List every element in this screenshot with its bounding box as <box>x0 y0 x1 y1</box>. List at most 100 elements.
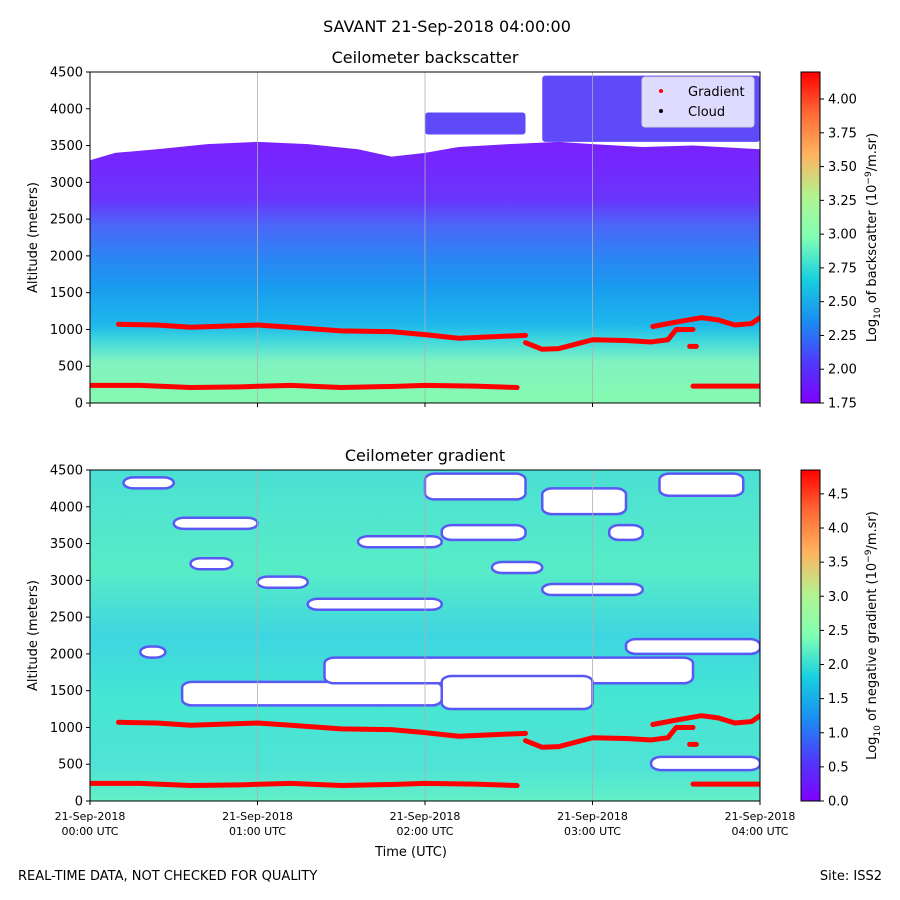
no-data-region <box>172 516 259 531</box>
y-tick-label: 2000 <box>50 249 83 264</box>
colorbar-label-part: −9 <box>864 171 874 185</box>
colorbar-tick-label: 2.5 <box>828 624 849 639</box>
colorbar-label: Log10 of backscatter (10−9/m.sr) <box>864 133 883 342</box>
y-tick-label: 500 <box>58 758 83 773</box>
figure-title: SAVANT 21-Sep-2018 04:00:00 <box>323 17 571 36</box>
colorbar-tick-label: 2.0 <box>828 658 849 673</box>
no-data-region <box>356 534 443 549</box>
legend-marker <box>659 89 663 93</box>
y-tick-label: 1000 <box>50 721 83 736</box>
backscatter-panel: Ceilometer backscatter 0 500 1000 1500 2000 25… <box>26 48 883 412</box>
y-tick-label: 4000 <box>50 500 83 515</box>
colorbar-tick-label: 2.50 <box>828 295 857 310</box>
no-data-region <box>490 560 544 575</box>
colorbar-tick-label: 4.00 <box>828 93 857 108</box>
y-tick-label: 4500 <box>50 66 83 81</box>
colorbar-label: Log10 of negative gradient (10−9/m.sr) <box>864 511 883 760</box>
y-tick-label: 1500 <box>50 684 83 699</box>
x-tick-label-date: 21-Sep-2018 <box>557 810 628 823</box>
no-data-region <box>440 523 527 542</box>
colorbar-tick-label: 2.00 <box>828 363 857 378</box>
no-data-region <box>649 755 760 772</box>
colorbar-tick-label: 3.0 <box>828 590 849 605</box>
x-tick-label-date: 21-Sep-2018 <box>222 810 293 823</box>
colorbar: 0.0 0.5 1.0 1.5 2.0 2.5 3.0 3.5 4.0 4.5 Log10 of n… <box>800 469 883 810</box>
no-data-region <box>440 674 594 711</box>
colorbar-tick-label: 3.00 <box>828 228 857 243</box>
y-tick-label: 2500 <box>50 213 83 228</box>
gradient-marker-lower <box>90 780 520 789</box>
y-tick-label: 0 <box>75 397 83 412</box>
no-data-region <box>306 597 443 612</box>
y-axis-label: Altitude (meters) <box>26 182 41 293</box>
colorbar-tick-label: 4.5 <box>828 487 849 502</box>
x-tick-label-date: 21-Sep-2018 <box>390 810 461 823</box>
y-tick-label: 500 <box>58 360 83 375</box>
legend-entry-label: Gradient <box>688 85 745 100</box>
no-data-region <box>122 476 175 490</box>
colorbar-tick-label: 3.50 <box>828 160 857 175</box>
y-tick-label: 3000 <box>50 176 83 191</box>
x-tick-label-date: 21-Sep-2018 <box>55 810 126 823</box>
no-data-region <box>541 487 628 516</box>
panel-title: Ceilometer backscatter <box>332 48 519 67</box>
no-data-region <box>423 472 527 501</box>
colorbar-tick-label: 0.0 <box>828 795 849 810</box>
colorbar-scale <box>800 71 821 404</box>
legend: Gradient Cloud <box>641 76 755 128</box>
colorbar-label-part: /m.sr) <box>865 133 880 171</box>
x-tick-label-time: 00:00 UTC <box>61 825 118 838</box>
legend-marker <box>659 109 663 113</box>
colorbar-label-part: /m.sr) <box>865 511 880 549</box>
colorbar-label-part: 10 <box>873 307 883 319</box>
upper-cloud-layer <box>425 112 526 135</box>
colorbar-tick-label: 1.75 <box>828 397 857 412</box>
no-data-region <box>189 557 234 571</box>
no-data-region <box>139 645 167 659</box>
y-tick-label: 2000 <box>50 647 83 662</box>
x-tick-label-time: 01:00 UTC <box>229 825 286 838</box>
colorbar-tick-label: 2.25 <box>828 329 857 344</box>
gradient-marker-upper <box>115 719 528 739</box>
colorbar-label-part: of backscatter (10 <box>865 185 880 308</box>
colorbar-tick-label: 2.75 <box>828 261 857 276</box>
y-tick-label: 1500 <box>50 286 83 301</box>
x-tick-label-time: 04:00 UTC <box>731 825 788 838</box>
x-tick-label-time: 03:00 UTC <box>564 825 621 838</box>
y-tick-label: 4000 <box>50 102 83 117</box>
legend-box <box>641 76 755 128</box>
legend-entry-label: Cloud <box>688 105 725 120</box>
colorbar-tick-label: 4.0 <box>828 522 849 537</box>
gradient-panel: Ceilometer gradient 0 500 1000 1500 2000 2500 3… <box>26 446 883 860</box>
colorbar-tick-label: 0.5 <box>828 760 849 775</box>
x-axis-label: Time (UTC) <box>374 845 447 860</box>
x-tick-label-time: 02:00 UTC <box>396 825 453 838</box>
colorbar-tick-label: 3.75 <box>828 126 857 141</box>
gradient-marker-upper <box>650 315 760 330</box>
panel-title: Ceilometer gradient <box>345 446 505 465</box>
colorbar-tick-label: 3.5 <box>828 556 849 571</box>
no-data-region <box>256 575 309 589</box>
y-tick-label: 2500 <box>50 611 83 626</box>
quality-disclaimer: REAL-TIME DATA, NOT CHECKED FOR QUALITY <box>18 869 318 884</box>
y-tick-label: 3500 <box>50 139 83 154</box>
y-tick-label: 4500 <box>50 464 83 479</box>
no-data-region <box>624 637 760 656</box>
y-tick-label: 3000 <box>50 574 83 589</box>
x-tick-label-date: 21-Sep-2018 <box>725 810 796 823</box>
gradient-marker-upper <box>523 724 696 750</box>
colorbar-tick-label: 3.25 <box>828 194 857 209</box>
y-tick-label: 0 <box>75 795 83 810</box>
colorbar-scale <box>800 469 821 802</box>
colorbar-tick-label: 1.0 <box>828 726 849 741</box>
colorbar-label-part: 10 <box>873 725 883 737</box>
colorbar-label-part: of negative gradient (10 <box>865 563 880 725</box>
y-tick-label: 3500 <box>50 537 83 552</box>
no-data-region <box>658 472 745 497</box>
gradient-marker-upper <box>115 321 528 341</box>
no-data-region <box>608 523 644 542</box>
site-label: Site: ISS2 <box>819 869 882 884</box>
colorbar-label-part: Log <box>865 319 880 342</box>
colorbar-label-part: −9 <box>864 549 874 563</box>
